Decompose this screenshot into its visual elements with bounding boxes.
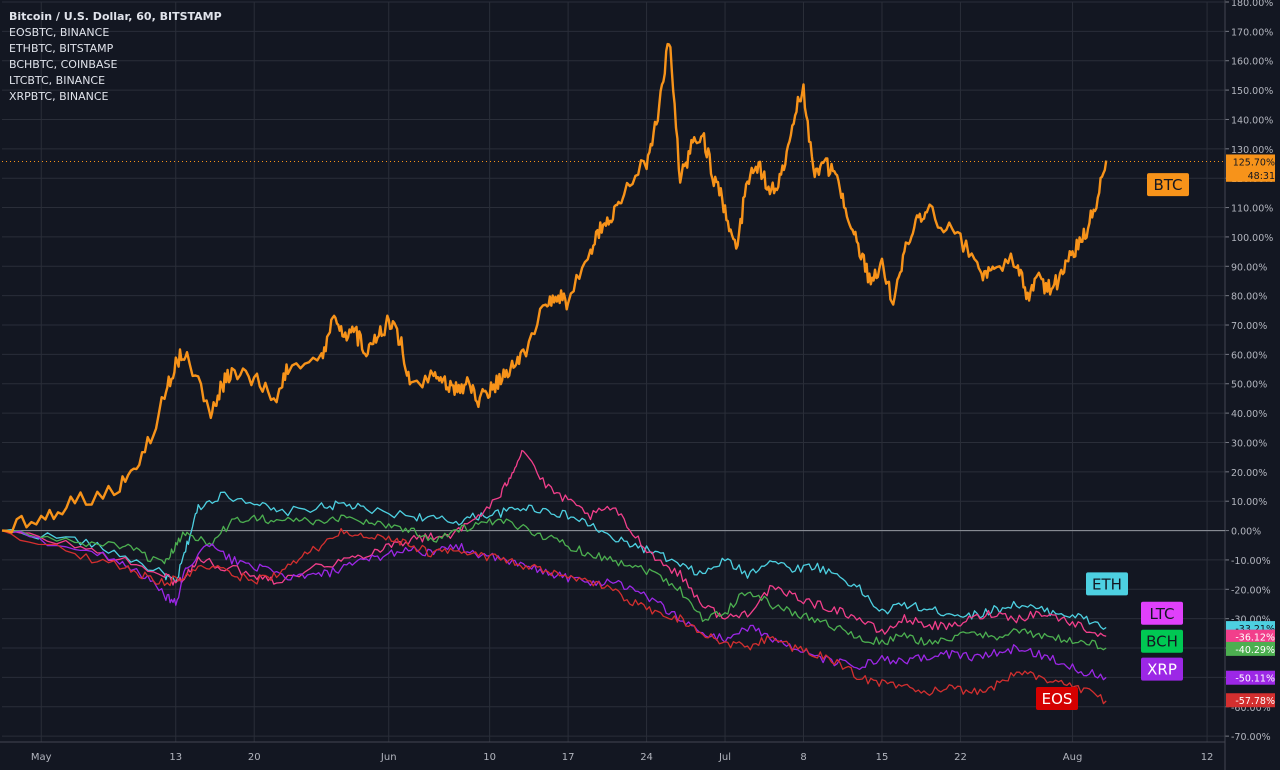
price-axis-value-text: -57.78% bbox=[1235, 696, 1275, 707]
price-axis-value-text: -40.29% bbox=[1235, 645, 1275, 656]
x-tick-label: 20 bbox=[248, 752, 261, 763]
x-tick-label: Jul bbox=[718, 752, 731, 763]
price-axis-value-text: -33.21% bbox=[1235, 624, 1275, 635]
y-tick-label: -30.00% bbox=[1231, 615, 1271, 626]
x-tick-label: 22 bbox=[954, 752, 967, 763]
x-tick-label: 8 bbox=[800, 752, 806, 763]
x-tick-label: 24 bbox=[640, 752, 653, 763]
series-name-label-ltc: LTC bbox=[1149, 605, 1174, 623]
y-tick-label: 20.00% bbox=[1231, 468, 1267, 479]
series-line-eth[interactable] bbox=[1, 491, 1107, 630]
series-name-box-eth bbox=[1086, 572, 1128, 596]
x-tick-label: Aug bbox=[1063, 752, 1083, 763]
price-axis-value-text: -36.12% bbox=[1235, 633, 1275, 644]
price-axis-value-label bbox=[1226, 154, 1275, 169]
price-axis-value-label bbox=[1226, 693, 1275, 708]
price-axis-value-label bbox=[1226, 641, 1275, 656]
price-axis-value-text: 125.70% bbox=[1233, 157, 1275, 168]
series-name-box-eos bbox=[1036, 686, 1078, 710]
y-tick-label: 160.00% bbox=[1231, 57, 1273, 68]
y-tick-label: 40.00% bbox=[1231, 409, 1267, 420]
price-axis-value-label bbox=[1226, 670, 1275, 685]
legend-compare-bch[interactable]: BCHBTC, COINBASE bbox=[9, 58, 118, 71]
y-tick-label: 170.00% bbox=[1231, 27, 1273, 38]
series-name-box-bch bbox=[1141, 629, 1183, 653]
y-tick-label: 60.00% bbox=[1231, 350, 1267, 361]
series-name-box-btc bbox=[1147, 173, 1189, 197]
x-tick-label: 10 bbox=[483, 752, 496, 763]
y-tick-label: 50.00% bbox=[1231, 380, 1267, 391]
price-axis-value-label bbox=[1226, 167, 1275, 182]
y-tick-label: 10.00% bbox=[1231, 497, 1267, 508]
x-tick-label: 15 bbox=[876, 752, 889, 763]
legend-main-symbol[interactable]: Bitcoin / U.S. Dollar, 60, BITSTAMP bbox=[9, 10, 222, 23]
y-tick-label: 100.00% bbox=[1231, 233, 1273, 244]
y-tick-label: 110.00% bbox=[1231, 204, 1273, 215]
price-axis-value-text: 48:31 bbox=[1248, 171, 1275, 182]
legend-compare-eos[interactable]: EOSBTC, BINANCE bbox=[9, 26, 110, 39]
series-name-label-eos: EOS bbox=[1042, 690, 1073, 708]
y-tick-label: 80.00% bbox=[1231, 292, 1267, 303]
x-tick-label: 13 bbox=[169, 752, 182, 763]
y-tick-label: -20.00% bbox=[1231, 585, 1271, 596]
y-tick-label: 180.00% bbox=[1231, 0, 1273, 9]
y-tick-label: 70.00% bbox=[1231, 321, 1267, 332]
y-tick-label: 30.00% bbox=[1231, 438, 1267, 449]
legend-compare-xrp[interactable]: XRPBTC, BINANCE bbox=[9, 90, 109, 103]
x-tick-label: 17 bbox=[562, 752, 575, 763]
price-axis-value-text: -50.11% bbox=[1235, 674, 1275, 685]
y-tick-label: -60.00% bbox=[1231, 703, 1271, 714]
x-tick-label: 12 bbox=[1201, 752, 1214, 763]
series-line-eos[interactable] bbox=[1, 527, 1107, 705]
price-axis-value-label bbox=[1226, 629, 1275, 644]
series-name-label-bch: BCH bbox=[1146, 633, 1178, 651]
series-name-label-btc: BTC bbox=[1153, 176, 1182, 194]
series-line-btc[interactable] bbox=[1, 42, 1108, 534]
y-tick-label: 130.00% bbox=[1231, 145, 1273, 156]
x-tick-label: Jun bbox=[380, 752, 397, 763]
series-name-label-eth: ETH bbox=[1092, 575, 1122, 593]
x-tick-label: May bbox=[31, 752, 52, 763]
y-tick-label: 150.00% bbox=[1231, 86, 1273, 97]
y-tick-label: -70.00% bbox=[1231, 732, 1271, 743]
y-tick-label: -10.00% bbox=[1231, 556, 1271, 567]
series-line-bch[interactable] bbox=[1, 514, 1107, 651]
legend-compare-ltc[interactable]: LTCBTC, BINANCE bbox=[9, 74, 106, 87]
series-name-box-xrp bbox=[1141, 657, 1183, 681]
legend-compare-eth[interactable]: ETHBTC, BITSTAMP bbox=[9, 42, 114, 55]
chart-legend: Bitcoin / U.S. Dollar, 60, BITSTAMP EOSB… bbox=[9, 9, 222, 105]
series-name-box-ltc bbox=[1141, 601, 1183, 625]
y-tick-label: 90.00% bbox=[1231, 262, 1267, 273]
y-tick-label: 140.00% bbox=[1231, 115, 1273, 126]
series-name-label-xrp: XRP bbox=[1147, 661, 1177, 679]
y-tick-label: 0.00% bbox=[1231, 527, 1261, 538]
